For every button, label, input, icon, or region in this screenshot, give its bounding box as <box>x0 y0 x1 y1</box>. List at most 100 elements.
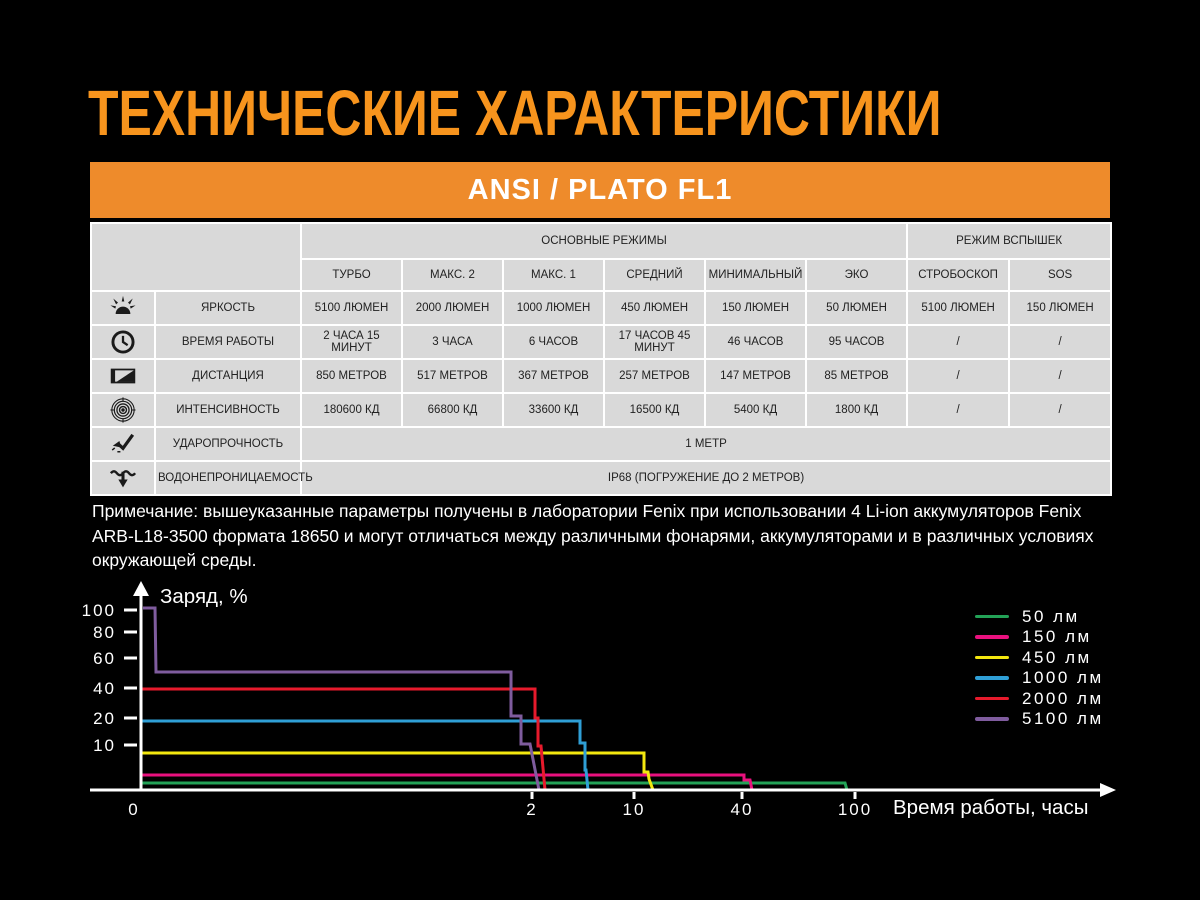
spec-value-cell: / <box>906 392 1011 428</box>
spec-value-cell: 257 МЕТРОВ <box>603 358 706 394</box>
ansi-banner-label: ANSI / PLATO FL1 <box>467 173 733 206</box>
waterproof-icon-cell <box>90 460 156 496</box>
spec-value-cell: 5100 ЛЮМЕН <box>300 290 403 326</box>
y-tick-label-80: 80 <box>93 623 116 642</box>
y-axis-title: Заряд, % <box>160 585 248 608</box>
distance-icon <box>110 363 136 389</box>
legend-swatch <box>975 676 1009 680</box>
spec-value-cell: / <box>1008 392 1113 428</box>
spec-value-cell: 5400 КД <box>704 392 807 428</box>
legend-item-450-лм: 450 лм <box>975 647 1104 667</box>
spec-value-cell: 3 ЧАСА <box>401 324 504 360</box>
legend-label: 2000 лм <box>1022 688 1104 708</box>
group-header-flash-modes: РЕЖИМ ВСПЫШЕК <box>906 222 1113 260</box>
spec-value-cell: 147 МЕТРОВ <box>704 358 807 394</box>
spec-value-cell: 367 МЕТРОВ <box>502 358 605 394</box>
mode-header-1: ТУРБО <box>300 258 403 292</box>
spec-value-cell: 95 ЧАСОВ <box>804 324 909 360</box>
group-header-main-modes: ОСНОВНЫЕ РЕЖИМЫ <box>299 222 909 260</box>
series-line-5100-лм <box>143 606 541 791</box>
spec-row-label: ВОДОНЕПРОНИЦАЕМОСТЬ <box>154 460 313 496</box>
spec-value-cell: 150 ЛЮМЕН <box>704 290 807 326</box>
spec-value-cell: 1800 КД <box>804 392 909 428</box>
spec-value-cell: 66800 КД <box>401 392 504 428</box>
spec-value-cell: / <box>1008 324 1113 360</box>
mode-header-4: СРЕДНИЙ <box>603 258 706 292</box>
note-text: Примечание: вышеуказанные параметры полу… <box>92 501 1094 570</box>
legend-item-5100-лм: 5100 лм <box>975 709 1104 728</box>
x-axis-arrow <box>1100 783 1116 797</box>
spec-table: ОСНОВНЫЕ РЕЖИМЫ РЕЖИМ ВСПЫШЕК ТУРБО МАКС.… <box>90 222 1113 496</box>
spec-value-cell: 85 МЕТРОВ <box>804 358 909 394</box>
table-row: ВРЕМЯ РАБОТЫ 2 ЧАСА 15 МИНУТ 3 ЧАСА 6 ЧАСОВ… <box>90 324 1113 360</box>
table-corner-cell <box>90 222 302 292</box>
mode-header-7: СТРОБОСКОП <box>906 258 1011 292</box>
mode-header-8: SOS <box>1008 258 1113 292</box>
spec-value-cell: 1000 ЛЮМЕН <box>502 290 605 326</box>
spec-value-cell: 17 ЧАСОВ 45 МИНУТ <box>603 324 706 360</box>
y-tick-label-20: 20 <box>93 709 116 728</box>
legend-item-2000-лм: 2000 лм <box>975 688 1104 708</box>
legend-item-150-лм: 150 лм <box>975 627 1104 646</box>
spec-value-cell: 850 МЕТРОВ <box>300 358 403 394</box>
spec-value-cell: 6 ЧАСОВ <box>502 324 605 360</box>
x-tick-label-0: 0 <box>128 800 139 819</box>
spec-row-label: ЯРКОСТЬ <box>154 290 302 326</box>
impact-icon-cell <box>90 426 156 462</box>
x-tick-label-10: 10 <box>623 800 646 819</box>
legend-label: 450 лм <box>1022 647 1092 667</box>
spec-span-value-cell: IP68 (ПОГРУЖЕНИЕ ДО 2 МЕТРОВ) <box>299 460 1113 496</box>
brightness-icon-cell <box>90 290 156 326</box>
legend-label: 50 лм <box>1022 606 1080 626</box>
x-axis-title: Время работы, часы <box>893 796 1088 819</box>
legend-item-1000-лм: 1000 лм <box>975 668 1104 687</box>
spec-row-label: ВРЕМЯ РАБОТЫ <box>154 324 302 360</box>
y-axis-arrow <box>133 581 149 596</box>
table-row: ИНТЕНСИВНОСТЬ 180600 КД 66800 КД 33600 КД 16… <box>90 392 1113 428</box>
legend-swatch <box>975 696 1009 701</box>
spec-row-label: ИНТЕНСИВНОСТЬ <box>154 392 302 428</box>
y-tick-label-10: 10 <box>93 736 116 755</box>
spec-value-cell: / <box>1008 358 1113 394</box>
spec-value-cell: 33600 КД <box>502 392 605 428</box>
table-row: УДАРОПРОЧНОСТЬ 1 МЕТР <box>90 426 1113 462</box>
spec-value-cell: 50 ЛЮМЕН <box>804 290 909 326</box>
legend-item-50-лм: 50 лм <box>975 606 1104 626</box>
runtime-icon-cell <box>90 324 156 360</box>
mode-header-6: ЭКО <box>804 258 909 292</box>
spec-value-cell: 450 ЛЮМЕН <box>603 290 706 326</box>
spec-value-cell: 5100 ЛЮМЕН <box>906 290 1011 326</box>
legend-swatch <box>975 614 1009 619</box>
brightness-icon <box>110 295 136 321</box>
legend-swatch <box>975 655 1009 660</box>
mode-header-3: МАКС. 1 <box>502 258 605 292</box>
table-row: ВОДОНЕПРОНИЦАЕМОСТЬ IP68 (ПОГРУЖЕНИЕ ДО 2… <box>90 460 1113 496</box>
spec-value-cell: 2000 ЛЮМЕН <box>401 290 504 326</box>
series-line-450-лм <box>141 751 655 791</box>
series-line-50-лм <box>141 781 849 791</box>
legend-label: 1000 лм <box>1022 668 1104 687</box>
spec-value-cell: 16500 КД <box>603 392 706 428</box>
spec-value-cell: 150 ЛЮМЕН <box>1008 290 1113 326</box>
spec-row-label: ДИСТАНЦИЯ <box>154 358 302 394</box>
x-tick-label-2: 2 <box>526 800 537 819</box>
impact-icon <box>110 431 136 457</box>
y-tick-label-100: 100 <box>82 601 116 620</box>
spec-value-cell: / <box>906 358 1011 394</box>
legend-label: 150 лм <box>1022 627 1092 646</box>
intensity-icon-cell <box>90 392 156 428</box>
y-tick-label-60: 60 <box>93 649 116 668</box>
series-line-1000-лм <box>141 719 590 791</box>
intensity-icon <box>110 397 136 423</box>
series-line-2000-лм <box>141 687 547 791</box>
spec-row-label: УДАРОПРОЧНОСТЬ <box>154 426 302 462</box>
distance-icon-cell <box>90 358 156 394</box>
x-tick-label-40: 40 <box>731 800 754 819</box>
chart-legend: 50 лм 150 лм 450 лм 1000 лм 2000 лм 5100 лм <box>975 606 1104 728</box>
ansi-banner: ANSI / PLATO FL1 <box>90 162 1110 218</box>
mode-header-5: МИНИМАЛЬНЫЙ <box>704 258 807 292</box>
y-tick-label-40: 40 <box>93 679 116 698</box>
spec-value-cell: / <box>906 324 1011 360</box>
